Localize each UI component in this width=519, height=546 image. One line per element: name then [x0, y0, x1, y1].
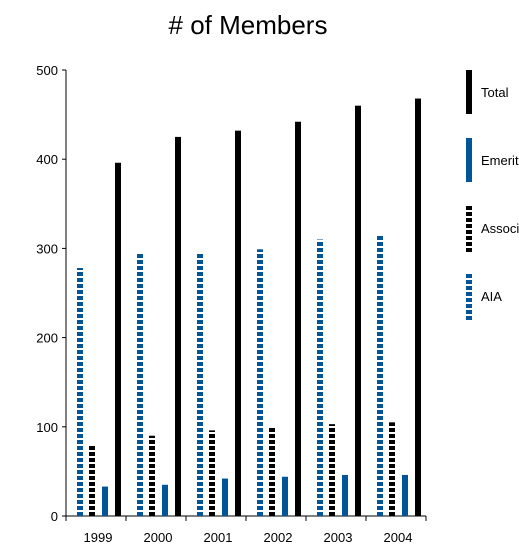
series-associa	[89, 422, 395, 516]
legend-swatch	[466, 298, 472, 302]
series-emerit	[102, 474, 408, 516]
bar	[329, 424, 335, 516]
bar	[77, 268, 83, 516]
bar	[389, 422, 395, 516]
bar	[222, 478, 228, 516]
legend-swatch	[466, 304, 472, 308]
y-tick-label: 100	[36, 420, 58, 435]
y-tick-label: 500	[36, 63, 58, 78]
series-total	[115, 98, 421, 517]
bar	[137, 254, 143, 516]
bar	[295, 121, 301, 517]
legend-item: Emerit	[466, 138, 519, 182]
legend-swatch	[466, 286, 472, 290]
bar	[257, 249, 263, 516]
x-tick-label: 1999	[84, 530, 113, 545]
bars	[77, 98, 421, 517]
legend-swatch	[466, 138, 472, 182]
bar	[209, 430, 215, 516]
legend-item: Associa	[466, 206, 519, 252]
x-tick-label: 2004	[384, 530, 413, 545]
series-aia	[77, 236, 383, 516]
legend-swatch	[466, 292, 472, 296]
legend-swatch	[466, 212, 472, 216]
legend-swatch	[466, 70, 472, 114]
x-tick-label: 2001	[204, 530, 233, 545]
legend-label: Emerit	[481, 153, 519, 168]
x-tick-label: 2002	[264, 530, 293, 545]
bar	[377, 236, 383, 516]
bar	[149, 435, 155, 516]
legend-swatch	[466, 230, 472, 234]
legend-swatch	[466, 218, 472, 222]
legend-swatch	[466, 280, 472, 284]
legend-swatch	[466, 206, 472, 210]
y-tick-label: 300	[36, 241, 58, 256]
bar	[102, 486, 108, 516]
bar	[175, 136, 181, 516]
bar	[115, 162, 121, 516]
legend-item: AIA	[466, 274, 502, 320]
bar	[355, 105, 361, 517]
y-tick-label: 200	[36, 331, 58, 346]
x-tick-label: 2000	[144, 530, 173, 545]
legend-swatch	[466, 248, 472, 252]
bar	[89, 446, 95, 516]
legend-item: Total	[466, 70, 509, 114]
bar	[235, 130, 241, 516]
x-tick-label: 2003	[324, 530, 353, 545]
legend-swatch	[466, 316, 472, 320]
bar	[317, 239, 323, 516]
legend-label: Total	[481, 85, 509, 100]
axes: 0 100 200 300 400 500 1999 2000 2001 2002 2003 2004	[36, 63, 427, 545]
legend-swatch	[466, 242, 472, 246]
bar	[162, 484, 168, 516]
legend-label: AIA	[481, 289, 502, 304]
bar	[269, 428, 275, 516]
legend: Total Emerit Associa AIA	[466, 70, 519, 320]
bar	[197, 251, 203, 516]
chart-title: # of Members	[169, 10, 328, 40]
bar	[282, 476, 288, 516]
y-tick-label: 400	[36, 152, 58, 167]
bar	[402, 474, 408, 516]
legend-swatch	[466, 274, 472, 278]
legend-swatch	[466, 224, 472, 228]
bar	[415, 98, 421, 516]
legend-swatch	[466, 310, 472, 314]
y-tick-label: 0	[51, 509, 58, 524]
bar	[342, 474, 348, 516]
legend-label: Associa	[481, 221, 519, 236]
legend-swatch	[466, 236, 472, 240]
